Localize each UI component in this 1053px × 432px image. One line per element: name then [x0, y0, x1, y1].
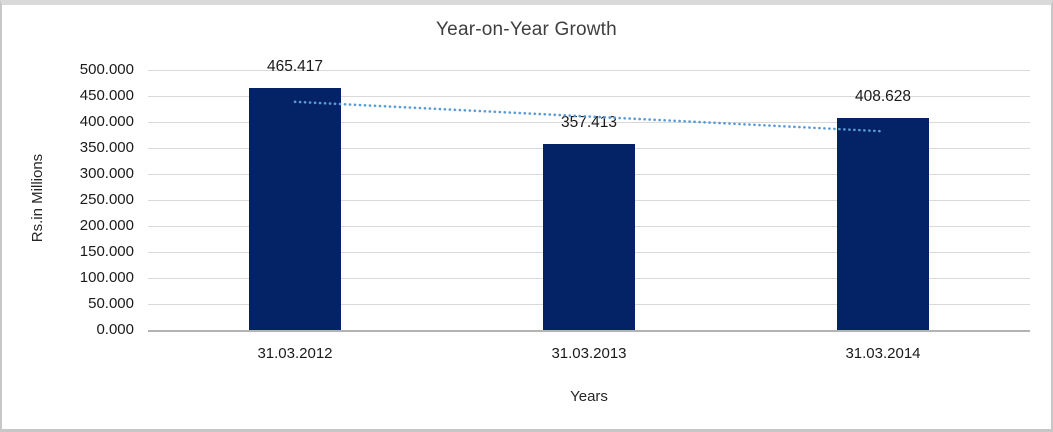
bar-31.03.2013 — [543, 144, 635, 330]
x-tick-label: 31.03.2012 — [257, 345, 333, 362]
y-tick-label: 500.000 — [79, 61, 134, 78]
bar-value-label: 465.417 — [266, 57, 324, 75]
bar-value-label: 408.628 — [854, 87, 912, 105]
y-tick-label: 400.000 — [79, 113, 134, 130]
x-axis-line — [148, 330, 1030, 332]
bar-31.03.2012 — [249, 87, 341, 330]
x-tick-label: 31.03.2014 — [845, 345, 921, 362]
y-gridline — [148, 70, 1030, 71]
trendline — [293, 100, 885, 133]
bar-31.03.2014 — [837, 117, 929, 330]
y-tick-label: 450.000 — [79, 87, 134, 104]
y-tick-label: 300.000 — [79, 165, 134, 182]
y-tick-label: 200.000 — [79, 217, 134, 234]
y-gridline — [148, 122, 1030, 123]
y-tick-label: 150.000 — [79, 243, 134, 260]
y-tick-label: 350.000 — [79, 139, 134, 156]
x-axis-title: Years — [570, 388, 608, 405]
y-tick-label: 0.000 — [96, 321, 134, 338]
bar-value-label: 357.413 — [560, 114, 618, 132]
x-tick-label: 31.03.2013 — [551, 345, 627, 362]
y-gridline — [148, 96, 1030, 97]
chart-title: Year-on-Year Growth — [436, 19, 617, 40]
y-tick-label: 50.000 — [88, 295, 134, 312]
y-tick-label: 250.000 — [79, 191, 134, 208]
y-tick-label: 100.000 — [79, 269, 134, 286]
